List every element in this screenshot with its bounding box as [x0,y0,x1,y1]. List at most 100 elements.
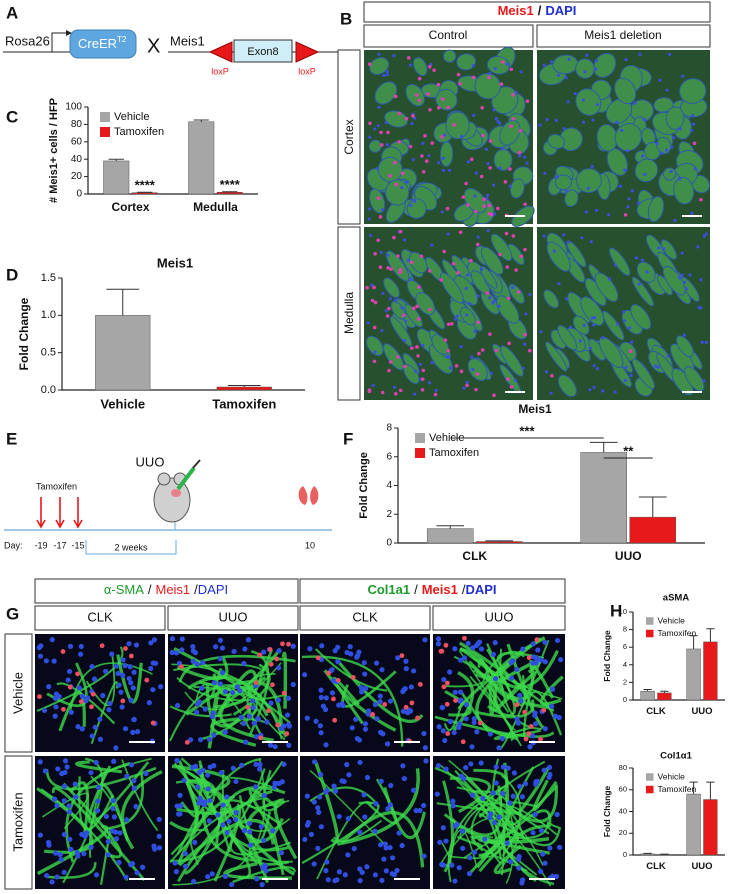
meis1-cell [266,708,272,713]
nucleus [284,712,291,718]
nucleus [408,684,414,690]
meis1-cell [270,682,275,688]
nucleus [336,869,342,875]
fiber [176,676,287,702]
nucleus [478,760,484,766]
nucleus [152,846,158,852]
meis1-cell [396,355,400,359]
nucleus [61,783,67,789]
tubule [456,53,477,71]
bar [216,386,272,391]
fiber [230,834,291,856]
nucleus [434,791,440,797]
meis1-cell [446,105,451,110]
nucleus [524,312,528,316]
nucleus [264,719,270,725]
nucleus [411,157,415,162]
tubule [369,188,386,214]
nucleus [388,782,394,789]
nucleus [194,661,200,667]
nucleus [452,689,458,695]
nucleus [404,180,409,184]
meis1-cell [522,709,528,715]
nucleus [491,183,496,187]
nucleus [318,687,324,693]
tubule [445,111,470,140]
nucleus [700,340,704,344]
nucleus [613,390,617,394]
nucleus [285,721,292,728]
panel-letter: D [6,265,18,284]
nucleus [487,731,493,737]
nucleus [182,850,188,857]
nucleus [620,128,624,133]
nucleus [119,704,125,710]
fiber [456,786,525,841]
nucleus [190,658,196,664]
nucleus [528,292,532,297]
nucleus [194,709,200,715]
meis1-cell [528,348,532,353]
nucleus [669,169,673,174]
nucleus [460,134,464,139]
meis1-cell [500,60,505,64]
nucleus [385,73,390,77]
fiber [58,691,86,732]
nucleus [626,205,630,209]
nucleus [623,168,627,172]
day-label: -19 [34,540,47,550]
legend-swatch [646,773,654,781]
fiber [457,637,542,711]
fiber [178,760,199,818]
kidney-icon [298,486,319,505]
meis1-cell [440,97,445,101]
nucleus [498,166,502,170]
nucleus [530,830,536,836]
nucleus [75,853,81,859]
nucleus [61,869,67,875]
nucleus [637,282,641,286]
nucleus [79,693,86,699]
tubule [490,233,513,262]
nucleus [126,641,132,647]
tubule [564,189,579,208]
bar [686,648,701,701]
nucleus [464,702,470,708]
nucleus [37,653,44,659]
tubule [486,55,511,75]
meis1-cell [508,167,512,171]
nucleus [456,724,462,731]
fiber [469,675,514,742]
nucleus [470,792,476,798]
slash: / [462,582,466,597]
nucleus [421,853,427,859]
nucleus [339,778,345,784]
nucleus [410,121,414,126]
meis1-cell [284,731,290,737]
nucleus [562,127,566,131]
tubule [575,88,602,116]
nucleus [702,234,706,238]
tubule [406,198,427,219]
nucleus [241,660,247,667]
nucleus [61,798,67,804]
nucleus [381,856,387,862]
nucleus [437,839,443,845]
nucleus [542,63,546,67]
meis1-cell [120,698,126,704]
meis1-cell [445,731,451,736]
nucleus [511,770,518,776]
nucleus [518,154,522,158]
nucleus [595,367,600,371]
nucleus [129,860,136,867]
nucleus [510,658,516,664]
nucleus [205,874,211,880]
bar [476,541,523,544]
meis1-cell [482,197,486,202]
meis1-cell [78,699,84,705]
bar [580,452,628,544]
nucleus [436,724,442,730]
nucleus [504,840,510,846]
tubule [404,303,423,328]
nucleus [510,793,516,799]
